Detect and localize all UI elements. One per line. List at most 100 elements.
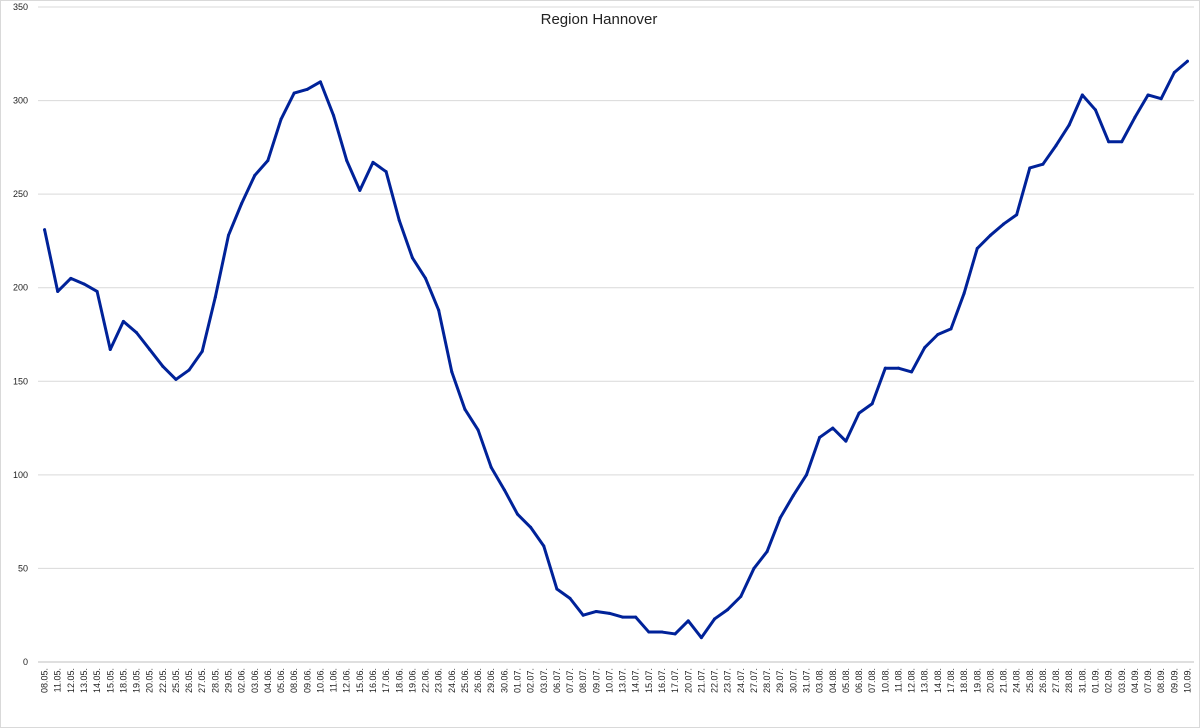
data-point [660, 630, 664, 634]
data-point [371, 160, 375, 164]
x-tick-label: 02.07. [526, 668, 536, 693]
y-tick-label: 100 [13, 470, 28, 480]
x-tick-label: 12.06. [342, 668, 352, 693]
data-point [621, 615, 625, 619]
x-tick-label: 13.07. [618, 668, 628, 693]
x-tick-label: 07.09. [1143, 668, 1153, 693]
x-tick-label: 24.07. [736, 668, 746, 693]
x-tick-label: 10.06. [315, 668, 325, 693]
x-tick-label: 29.07. [775, 668, 785, 693]
x-tick-label: 01.07. [512, 668, 522, 693]
x-tick-label: 23.07. [723, 668, 733, 693]
data-point [1041, 162, 1045, 166]
x-tick-label: 11.08. [893, 668, 903, 692]
x-tick-label: 09.09. [1169, 668, 1179, 693]
x-axis-tick-labels: 08.05. 11.05. 12.05. 13.05. 14.05. 15.05. 18.0… [40, 668, 1193, 693]
data-point [883, 366, 887, 370]
x-tick-label: 27.05. [197, 668, 207, 693]
data-point [857, 411, 861, 415]
x-tick-label: 25.06. [460, 668, 470, 693]
x-tick-label: 20.08. [985, 668, 995, 693]
x-tick-label: 28.05. [210, 668, 220, 693]
x-tick-label: 27.07. [749, 668, 759, 693]
x-tick-label: 18.08. [959, 668, 969, 693]
x-tick-label: 03.08. [815, 668, 825, 693]
x-tick-label: 22.06. [421, 668, 431, 693]
x-tick-label: 30.07. [788, 668, 798, 693]
x-tick-label: 22.07. [710, 668, 720, 693]
x-tick-label: 31.07. [801, 668, 811, 693]
x-tick-label: 17.08. [946, 668, 956, 693]
data-point [568, 596, 572, 600]
x-tick-label: 29.06. [486, 668, 496, 693]
x-tick-label: 08.06. [289, 668, 299, 693]
x-tick-label: 02.09. [1104, 668, 1114, 693]
data-point [358, 188, 362, 192]
x-tick-label: 05.08. [841, 668, 851, 693]
x-tick-label: 08.07. [578, 668, 588, 693]
data-point [1185, 59, 1189, 63]
data-point [502, 488, 506, 492]
data-point [1172, 71, 1176, 74]
data-point [292, 91, 296, 95]
series-line [43, 59, 1189, 640]
data-point [463, 407, 467, 411]
data-point [43, 228, 47, 232]
data-point [345, 158, 349, 162]
data-point [1054, 143, 1058, 147]
data-point [1002, 222, 1006, 226]
x-tick-label: 25.05. [171, 668, 181, 693]
data-point [975, 246, 979, 250]
data-point [896, 366, 900, 370]
data-point [529, 525, 533, 529]
data-point [949, 327, 953, 331]
x-tick-label: 26.08. [1038, 668, 1048, 693]
data-point [56, 289, 60, 293]
data-point [739, 595, 743, 598]
data-point [962, 291, 966, 295]
data-point [397, 218, 401, 222]
data-point [699, 636, 703, 640]
data-point [804, 473, 808, 477]
x-tick-label: 02.06. [237, 668, 247, 693]
data-point [148, 347, 152, 351]
data-point [1146, 93, 1150, 97]
data-point [161, 364, 165, 368]
x-tick-label: 12.05. [66, 668, 76, 693]
data-point [253, 173, 257, 177]
x-tick-label: 08.05. [40, 668, 50, 693]
data-point [594, 609, 598, 613]
data-point [831, 426, 835, 430]
x-tick-label: 21.07. [696, 668, 706, 693]
data-point [135, 331, 139, 335]
data-point [108, 347, 112, 351]
data-point [936, 333, 940, 336]
data-point [515, 512, 519, 516]
data-point [410, 256, 414, 260]
x-tick-label: 17.06. [381, 668, 391, 693]
data-point [752, 566, 756, 570]
data-point [673, 632, 677, 636]
x-tick-label: 27.08. [1051, 668, 1061, 693]
x-tick-label: 25.08. [1025, 668, 1035, 693]
x-tick-label: 20.05. [145, 668, 155, 693]
data-point [1015, 213, 1019, 217]
x-tick-label: 04.06. [263, 668, 273, 693]
data-point [1028, 166, 1032, 170]
data-point [791, 493, 795, 497]
point-layer [43, 59, 1189, 640]
data-point [923, 346, 927, 350]
data-point [647, 630, 651, 634]
x-tick-label: 15.07. [644, 668, 654, 693]
data-point [318, 80, 322, 84]
data-point [266, 158, 270, 162]
data-point [870, 402, 874, 406]
data-point [213, 295, 217, 299]
data-point [1067, 123, 1071, 127]
x-tick-label: 03.06. [250, 668, 260, 693]
data-point [424, 276, 428, 280]
x-tick-label: 18.05. [118, 668, 128, 693]
x-tick-label: 19.08. [972, 668, 982, 693]
x-tick-label: 10.08. [880, 668, 890, 693]
